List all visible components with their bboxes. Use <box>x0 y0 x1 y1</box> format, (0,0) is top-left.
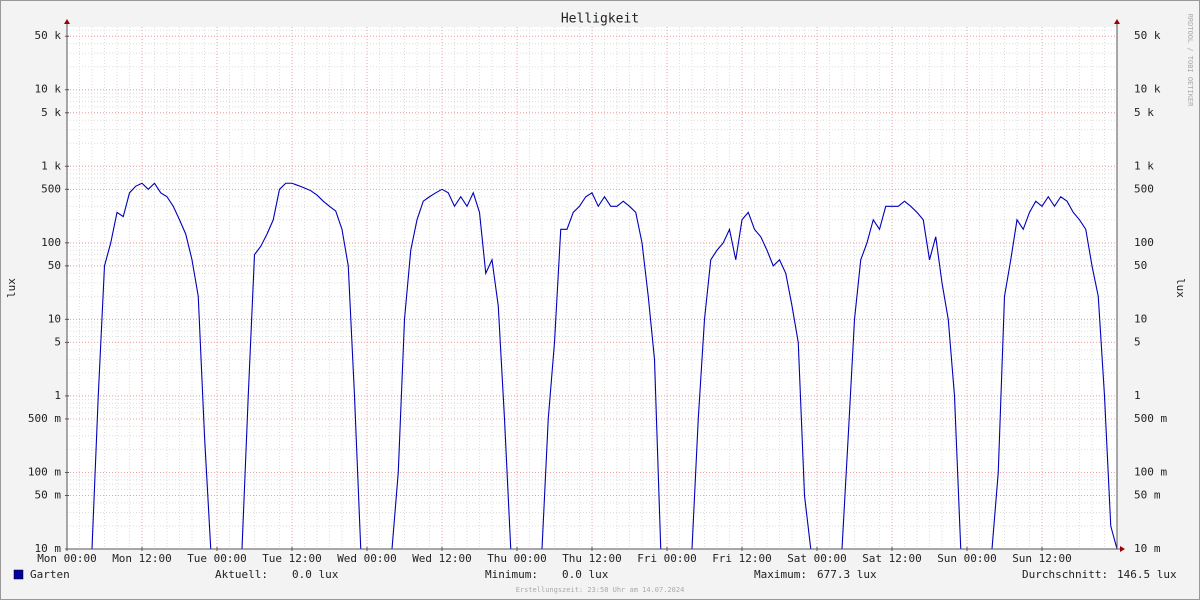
y-tick-label-right: 10 k <box>1134 83 1161 96</box>
stat-label: Aktuell: <box>215 568 268 581</box>
y-axis-label: lux <box>5 278 18 298</box>
y-tick-label-right: 5 <box>1134 335 1141 348</box>
y-tick-label-right: 50 k <box>1134 29 1161 42</box>
y-tick-label-right: 100 <box>1134 236 1154 249</box>
x-tick-label: Wed 00:00 <box>337 552 397 565</box>
y-tick-label: 500 <box>41 182 61 195</box>
y-tick-label: 50 k <box>35 29 62 42</box>
y-tick-label: 500 m <box>28 412 61 425</box>
x-tick-label: Thu 00:00 <box>487 552 547 565</box>
y-tick-label-right: 1 k <box>1134 159 1154 172</box>
stat-label: Minimum: <box>485 568 538 581</box>
x-tick-label: Fri 00:00 <box>637 552 697 565</box>
y-tick-label: 100 m <box>28 465 61 478</box>
y-tick-label: 10 <box>48 312 61 325</box>
x-tick-label: Thu 12:00 <box>562 552 622 565</box>
chart-title: Helligkeit <box>561 12 639 27</box>
stat-value: 0.0 lux <box>562 568 609 581</box>
stat-label: Maximum: <box>754 568 807 581</box>
x-tick-label: Mon 12:00 <box>112 552 172 565</box>
x-tick-label: Sun 00:00 <box>937 552 997 565</box>
axis-arrow <box>1120 546 1125 552</box>
x-tick-label: Wed 12:00 <box>412 552 472 565</box>
watermark: RRDTOOL / TOBI OETIKER <box>1186 14 1194 108</box>
footer: Erstellungszeit: 23:58 Uhr am 14.07.2024 <box>516 586 685 594</box>
legend-label: Garten <box>30 568 70 581</box>
stat-label: Durchschnitt: <box>1022 568 1108 581</box>
y-tick-label-right: 10 <box>1134 312 1147 325</box>
y-tick-label: 1 k <box>41 159 61 172</box>
stat-value: 677.3 lux <box>817 568 877 581</box>
y-tick-label-right: 10 m <box>1134 542 1161 555</box>
x-tick-label: Sat 00:00 <box>787 552 847 565</box>
axis-arrow <box>64 19 70 24</box>
x-tick-label: Tue 00:00 <box>187 552 247 565</box>
stat-value: 0.0 lux <box>292 568 339 581</box>
y-tick-label: 10 k <box>35 83 62 96</box>
x-tick-label: Sun 12:00 <box>1012 552 1072 565</box>
y-tick-label-right: 5 k <box>1134 106 1154 119</box>
y-tick-label-right: 500 <box>1134 182 1154 195</box>
x-tick-label: Fri 12:00 <box>712 552 772 565</box>
y-axis-label-right: lux <box>1174 278 1187 298</box>
y-tick-label: 50 <box>48 259 61 272</box>
y-tick-label-right: 100 m <box>1134 465 1167 478</box>
y-tick-label: 1 <box>54 389 61 402</box>
stat-value: 146.5 lux <box>1117 568 1177 581</box>
y-tick-label: 5 <box>54 335 61 348</box>
x-tick-label: Tue 12:00 <box>262 552 322 565</box>
y-tick-label-right: 1 <box>1134 389 1141 402</box>
y-tick-label: 5 k <box>41 106 61 119</box>
axis-arrow <box>1114 19 1120 24</box>
y-tick-label-right: 500 m <box>1134 412 1167 425</box>
y-tick-label-right: 50 <box>1134 259 1147 272</box>
grid <box>66 27 1117 550</box>
legend-swatch <box>13 569 24 580</box>
y-tick-label-right: 50 m <box>1134 488 1161 501</box>
x-tick-label: Mon 00:00 <box>37 552 97 565</box>
y-tick-label: 100 <box>41 236 61 249</box>
y-tick-label: 50 m <box>35 488 62 501</box>
x-tick-label: Sat 12:00 <box>862 552 922 565</box>
y-tick-label: 10 m <box>35 542 62 555</box>
